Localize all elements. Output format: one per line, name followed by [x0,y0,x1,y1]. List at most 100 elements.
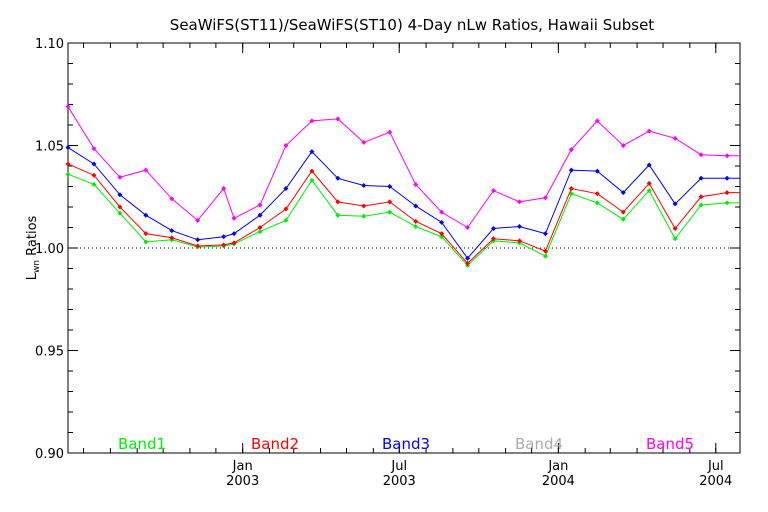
data-point [65,171,71,177]
chart-title: SeaWiFS(ST11)/SeaWiFS(ST10) 4-Day nLw Ra… [170,16,654,34]
data-point [361,203,367,209]
series-group [65,104,740,268]
data-point [335,116,341,122]
data-point [195,217,201,223]
data-point [91,146,97,152]
data-point [117,192,123,198]
data-point [387,184,393,189]
data-point [646,188,652,194]
data-point [620,143,626,148]
data-point [65,161,71,167]
data-point [698,175,704,181]
data-point [698,194,704,200]
data-point [387,129,393,135]
legend-entry-band5: Band5 [646,435,694,453]
data-point [620,190,626,196]
data-point [117,210,123,216]
x-tick-month: Jul [390,459,407,474]
data-point [143,212,149,218]
data-point [594,118,600,124]
data-point [65,104,71,110]
data-point [646,128,652,134]
data-point [439,231,445,237]
data-point [91,172,97,178]
data-point [516,223,522,229]
data-point [516,199,522,205]
series-line-band5 [67,106,740,229]
y-tick-label: 1.10 [35,37,64,52]
data-point [568,167,574,173]
data-point [465,260,471,266]
legend: Band1 Band2 Band3 Band4 Band5 [118,435,694,453]
data-point [309,149,315,155]
data-point [335,199,341,205]
data-point [413,181,419,187]
x-tick-month: Jan [232,459,253,474]
data-point [387,209,393,215]
data-point [221,186,227,192]
data-point [620,216,626,222]
data-point [169,235,175,241]
data-point [620,209,626,215]
data-point [169,228,175,234]
data-point [672,201,678,207]
data-point [465,225,471,230]
data-point [143,239,149,245]
data-point [724,200,730,206]
data-point [335,175,341,181]
data-point [309,168,315,174]
series-line-band2 [67,163,740,265]
data-point [283,143,289,148]
data-point [646,162,652,168]
data-point [283,186,289,192]
x-tick-year: 2004 [542,474,575,489]
y-axis: 0.90 0.95 1.00 1.05 1.10 [35,37,740,462]
y-tick-label: 0.95 [35,345,64,360]
data-point [335,212,341,218]
x-tick-month: Jul [707,459,724,474]
data-point [724,153,730,159]
legend-entry-band4: Band4 [515,435,563,453]
data-point [413,203,419,209]
data-point [594,168,600,174]
data-point [698,202,704,208]
y-tick-label: 1.00 [35,242,64,257]
data-point [221,242,227,248]
data-point [257,225,263,230]
data-point [594,191,600,197]
data-point [413,218,419,224]
data-point [646,180,652,186]
data-point [143,167,149,173]
data-point [231,240,237,246]
data-point [143,231,149,237]
data-point [491,226,497,232]
data-point [361,139,367,145]
data-point [439,209,445,215]
y-axis-label-rest: Ratios [25,215,40,260]
series-line-band3 [67,147,740,260]
data-point [724,175,730,181]
data-point [542,195,548,201]
data-point [387,199,393,205]
y-tick-label: 0.90 [35,447,64,462]
data-point [361,182,367,188]
data-point [465,255,471,261]
data-point [542,253,548,259]
data-point [491,236,497,242]
y-tick-label: 1.05 [35,140,64,155]
data-point [568,186,574,192]
legend-entry-band3: Band3 [382,435,430,453]
data-point [568,147,574,153]
x-tick-month: Jan [547,459,568,474]
data-point [672,135,678,141]
data-point [439,219,445,225]
x-tick-year: 2003 [226,474,259,489]
y-axis-label-sub: wn [32,260,42,273]
data-point [542,231,548,237]
data-point [195,243,201,249]
data-point [91,181,97,187]
data-point [672,226,678,232]
data-point [195,237,201,243]
